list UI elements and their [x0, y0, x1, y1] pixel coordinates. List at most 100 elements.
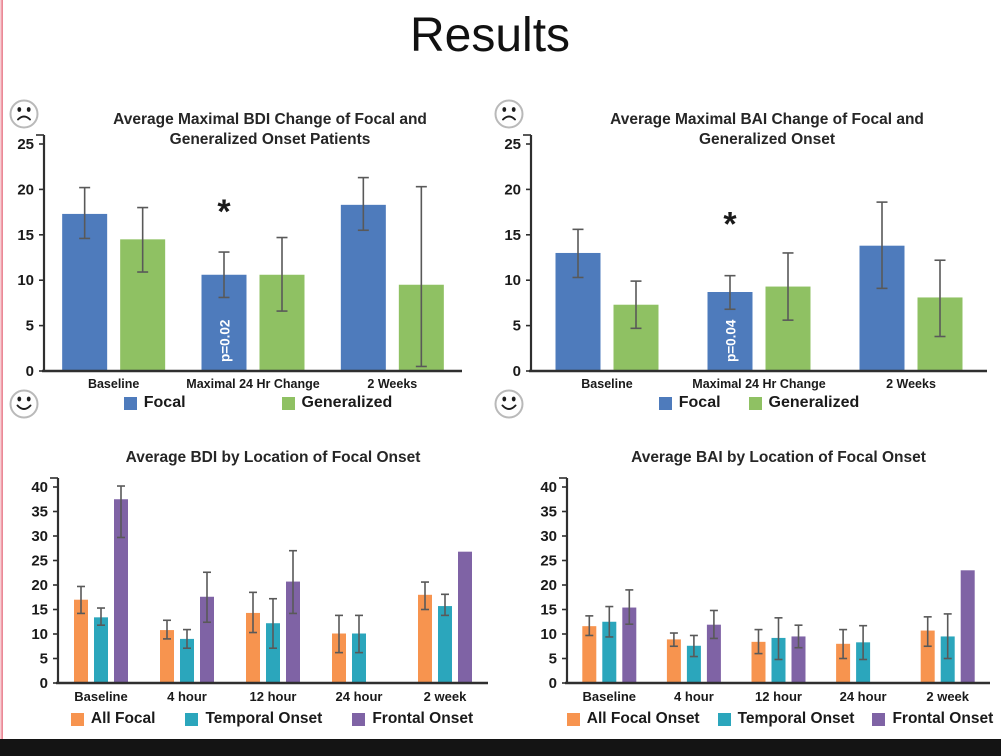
- bar: [771, 637, 786, 683]
- y-tick-label: 5: [513, 318, 521, 335]
- legend-label: Focal: [678, 394, 721, 411]
- bottom-bar: [0, 739, 1001, 756]
- p-value-label: p=0.02: [218, 320, 233, 362]
- error-bars: [77, 485, 449, 654]
- significance-star: *: [723, 206, 737, 244]
- y-tick-label: 35: [31, 504, 48, 521]
- legend-label: Generalized: [301, 394, 393, 411]
- x-tick-label: Baseline: [74, 689, 127, 704]
- y-tick-label: 25: [504, 136, 521, 153]
- bar: [340, 204, 386, 371]
- y-tick-label: 20: [540, 577, 557, 594]
- bar: [246, 612, 260, 683]
- y-tick-label: 20: [31, 577, 48, 594]
- legend-item: All Focal Onset: [566, 710, 700, 728]
- bar: [94, 617, 108, 683]
- y-tick-label: 40: [540, 479, 557, 496]
- error-bars: [585, 589, 952, 661]
- bar-chart: 0 5 10 15 20 25 Baseline Maximal 24 Hr Change 2 …: [504, 134, 987, 391]
- x-tick-label: Baseline: [581, 377, 632, 391]
- x-tick-label: Maximal 24 Hr Change: [692, 377, 825, 391]
- y-tick-label: 20: [17, 181, 34, 198]
- x-axis-labels: Baseline 4 hour 12 hour 24 hour 2 week: [583, 689, 970, 704]
- legend-swatch-icon: [185, 712, 199, 726]
- bar: [114, 499, 128, 683]
- y-tick-label: 30: [31, 528, 48, 545]
- bar: [920, 630, 935, 683]
- legend-item: Temporal Onset: [717, 710, 854, 728]
- chart-legend: Focal Generalized: [42, 394, 474, 412]
- bars: [555, 245, 963, 371]
- legend-label: Frontal Onset: [892, 710, 994, 727]
- chart-bdi-change-focal-generalized: Average Maximal BDI Change of Focal and …: [2, 98, 484, 432]
- sad-face-icon: [493, 98, 525, 130]
- bar: [160, 630, 174, 683]
- bar: [180, 638, 194, 683]
- chart-bai-change-focal-generalized: Average Maximal BAI Change of Focal and …: [487, 98, 1001, 432]
- error-bars: [79, 176, 427, 368]
- y-tick-label: 0: [40, 675, 48, 692]
- y-tick-label: 35: [540, 504, 557, 521]
- bar: [706, 624, 721, 683]
- bar: [836, 643, 851, 683]
- bar-chart: 0 5 10 15 20 25 30 35 40 Baseline 4 hour 12 hour 24 …: [540, 477, 990, 704]
- bar: [856, 642, 871, 683]
- y-tick-label: 15: [540, 602, 557, 619]
- x-tick-label: Maximal 24 Hr Change: [186, 377, 319, 391]
- legend-swatch-icon: [658, 396, 672, 410]
- bar-chart: 0 5 10 15 20 25 Baseline Maximal 24 Hr Change 2 …: [17, 134, 462, 391]
- legend-label: Frontal Onset: [372, 710, 474, 727]
- legend-swatch-icon: [566, 712, 580, 726]
- legend-item: Frontal Onset: [352, 710, 473, 728]
- x-tick-label: 12 hour: [755, 689, 802, 704]
- y-tick-label: 25: [31, 553, 48, 570]
- x-axis-labels: Baseline Maximal 24 Hr Change 2 Weeks: [88, 377, 417, 391]
- sad-face-icon: [8, 98, 40, 130]
- legend-item: Focal: [658, 394, 721, 412]
- bars: [74, 499, 472, 683]
- x-tick-label: 2 Weeks: [367, 377, 417, 391]
- x-tick-label: 4 hour: [674, 689, 714, 704]
- y-tick-label: 25: [540, 553, 557, 570]
- bar-chart: 0 5 10 15 20 25 30 35 40 Baseline 4 hour 12 hour 24 …: [31, 477, 488, 704]
- bar: [940, 636, 955, 683]
- legend-item: Generalized: [748, 394, 860, 412]
- chart-bai-by-location: Average BAI by Location of Focal Onset 0…: [503, 442, 1001, 738]
- y-tick-label: 15: [504, 227, 521, 244]
- bar: [666, 639, 681, 683]
- legend-item: Focal: [123, 394, 186, 412]
- bar: [62, 213, 108, 371]
- slide-left-edge: [0, 0, 3, 756]
- x-tick-label: 2 week: [424, 689, 467, 704]
- legend-label: All Focal: [90, 710, 156, 727]
- y-tick-label: 25: [17, 136, 34, 153]
- happy-face-icon: [8, 388, 40, 420]
- legend-swatch-icon: [748, 396, 762, 410]
- y-tick-label: 0: [26, 363, 34, 380]
- error-bars: [572, 201, 946, 338]
- y-tick-label: 10: [17, 272, 34, 289]
- chart-title: Average Maximal BAI Change of Focal and …: [610, 111, 924, 149]
- chart-title: Average BDI by Location of Focal Onset: [125, 449, 421, 466]
- chart-bdi-by-location: Average BDI by Location of Focal Onset 0…: [2, 442, 500, 738]
- legend-label: Focal: [143, 394, 186, 411]
- bars: [62, 204, 444, 371]
- x-tick-label: 24 hour: [336, 689, 383, 704]
- y-tick-label: 10: [504, 272, 521, 289]
- legend-swatch-icon: [281, 396, 295, 410]
- y-tick-label: 20: [504, 181, 521, 198]
- bar: [751, 641, 766, 683]
- legend-label: Generalized: [768, 394, 860, 411]
- legend-swatch-icon: [70, 712, 84, 726]
- y-tick-label: 15: [31, 602, 48, 619]
- chart-legend: Focal Generalized: [527, 394, 991, 412]
- x-tick-label: 2 week: [926, 689, 969, 704]
- y-tick-label: 0: [513, 363, 521, 380]
- x-tick-label: Baseline: [88, 377, 139, 391]
- x-axis-labels: Baseline 4 hour 12 hour 24 hour 2 week: [74, 689, 467, 704]
- bar: [686, 645, 701, 683]
- legend-item: Frontal Onset: [872, 710, 993, 728]
- bar: [332, 633, 346, 683]
- bar: [200, 596, 214, 683]
- chart-legend: All Focal Temporal Onset Frontal Onset: [48, 710, 496, 728]
